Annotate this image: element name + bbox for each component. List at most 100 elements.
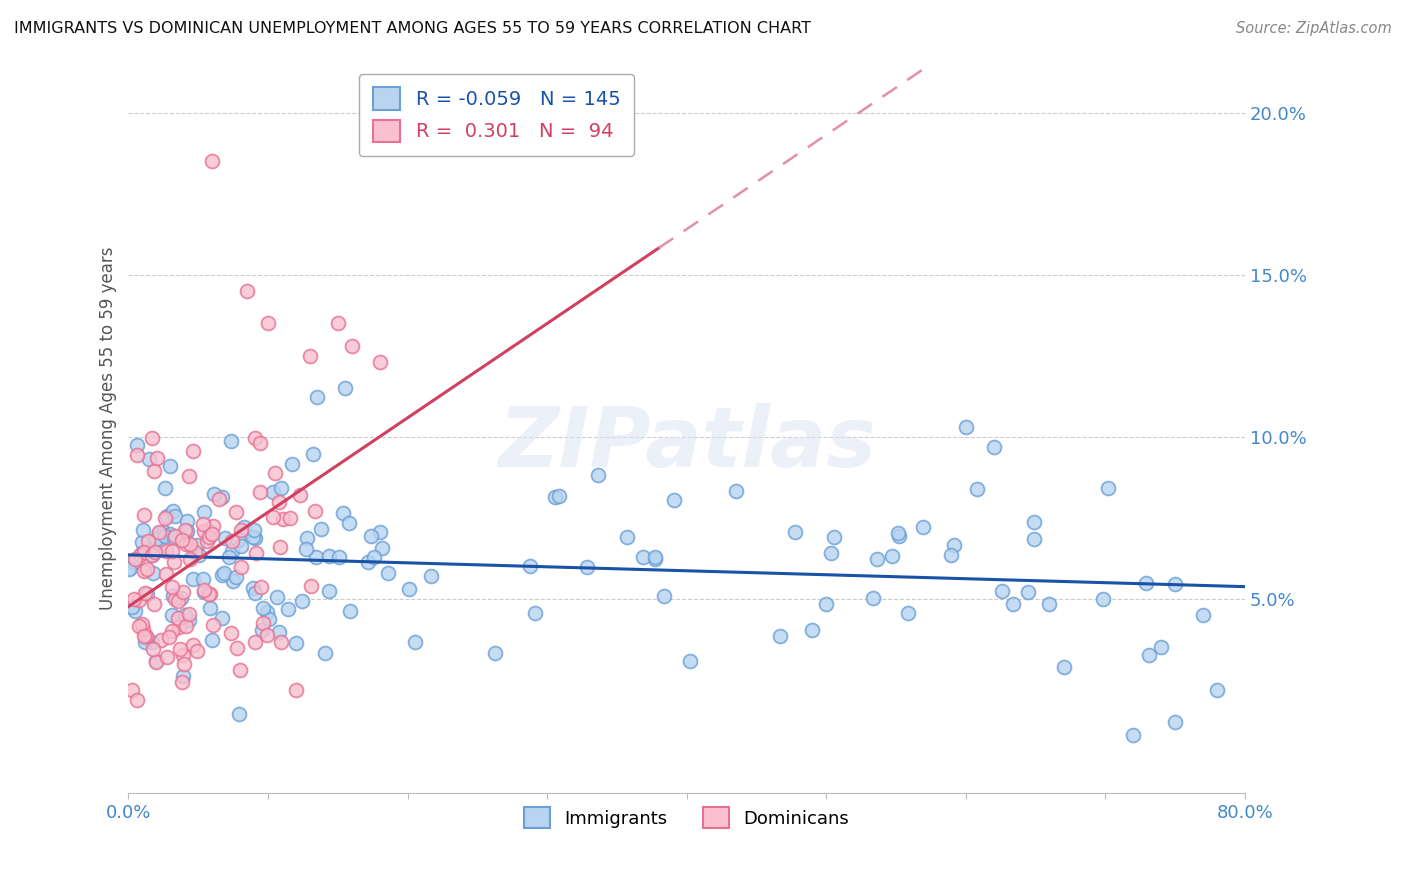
Point [141,635,163,649]
Point [862,591,884,606]
Point [121,682,143,697]
Point [814,598,837,612]
Point [1150,640,1173,655]
Point [155,567,177,582]
Point [326,317,349,331]
Point [179,552,201,566]
Point [202,487,225,501]
Point [219,626,242,640]
Point [256,605,278,619]
Point [966,482,988,496]
Point [249,484,271,499]
Point [127,438,149,452]
Point [1205,682,1227,697]
Point [340,339,363,353]
Point [145,654,167,668]
Point [160,624,183,638]
Point [172,584,194,599]
Point [368,525,391,540]
Point [134,586,156,600]
Point [163,555,186,569]
Point [1091,592,1114,607]
Point [250,624,273,638]
Point [153,524,176,539]
Point [991,583,1014,598]
Point [252,616,274,631]
Point [179,537,201,551]
Point [243,523,266,537]
Point [181,572,204,586]
Point [586,467,609,482]
Point [122,592,145,607]
Point [222,574,245,589]
Point [201,618,224,632]
Point [124,604,146,618]
Point [252,601,274,615]
Point [188,548,211,562]
Point [225,570,247,584]
Point [177,469,200,483]
Point [1022,532,1045,546]
Point [121,599,143,614]
Point [256,628,278,642]
Point [128,592,150,607]
Point [298,349,321,363]
Point [186,538,208,552]
Point [218,550,240,565]
Point [880,549,903,563]
Point [1164,714,1187,729]
Point [1053,660,1076,674]
Point [139,546,162,560]
Point [1122,728,1144,742]
Point [228,533,250,547]
Point [172,669,194,683]
Point [135,631,157,645]
Point [865,551,887,566]
Point [167,594,190,608]
Point [398,582,420,596]
Point [118,561,141,575]
Point [225,505,247,519]
Point [159,527,181,541]
Point [249,435,271,450]
Point [228,706,250,721]
Point [134,635,156,649]
Point [143,545,166,559]
Point [146,535,169,549]
Point [141,431,163,445]
Point [212,566,235,581]
Point [257,612,280,626]
Point [333,381,356,395]
Point [267,495,290,509]
Point [195,534,218,549]
Point [141,548,163,562]
Point [198,587,221,601]
Text: ZIPatlas: ZIPatlas [498,403,876,483]
Point [134,545,156,559]
Point [193,583,215,598]
Point [250,580,273,594]
Point [163,531,186,545]
Point [1163,577,1185,591]
Point [245,546,267,560]
Point [337,516,360,530]
Point [616,530,638,544]
Point [484,646,506,660]
Point [202,518,225,533]
Point [163,509,186,524]
Point [725,484,748,499]
Point [193,505,215,519]
Point [262,484,284,499]
Point [221,543,243,558]
Point [176,524,198,538]
Point [156,508,179,523]
Point [136,562,159,576]
Point [267,624,290,639]
Point [225,641,247,656]
Point [1135,575,1157,590]
Point [153,511,176,525]
Point [305,550,328,565]
Point [125,693,148,707]
Point [1002,597,1025,611]
Point [186,644,208,658]
